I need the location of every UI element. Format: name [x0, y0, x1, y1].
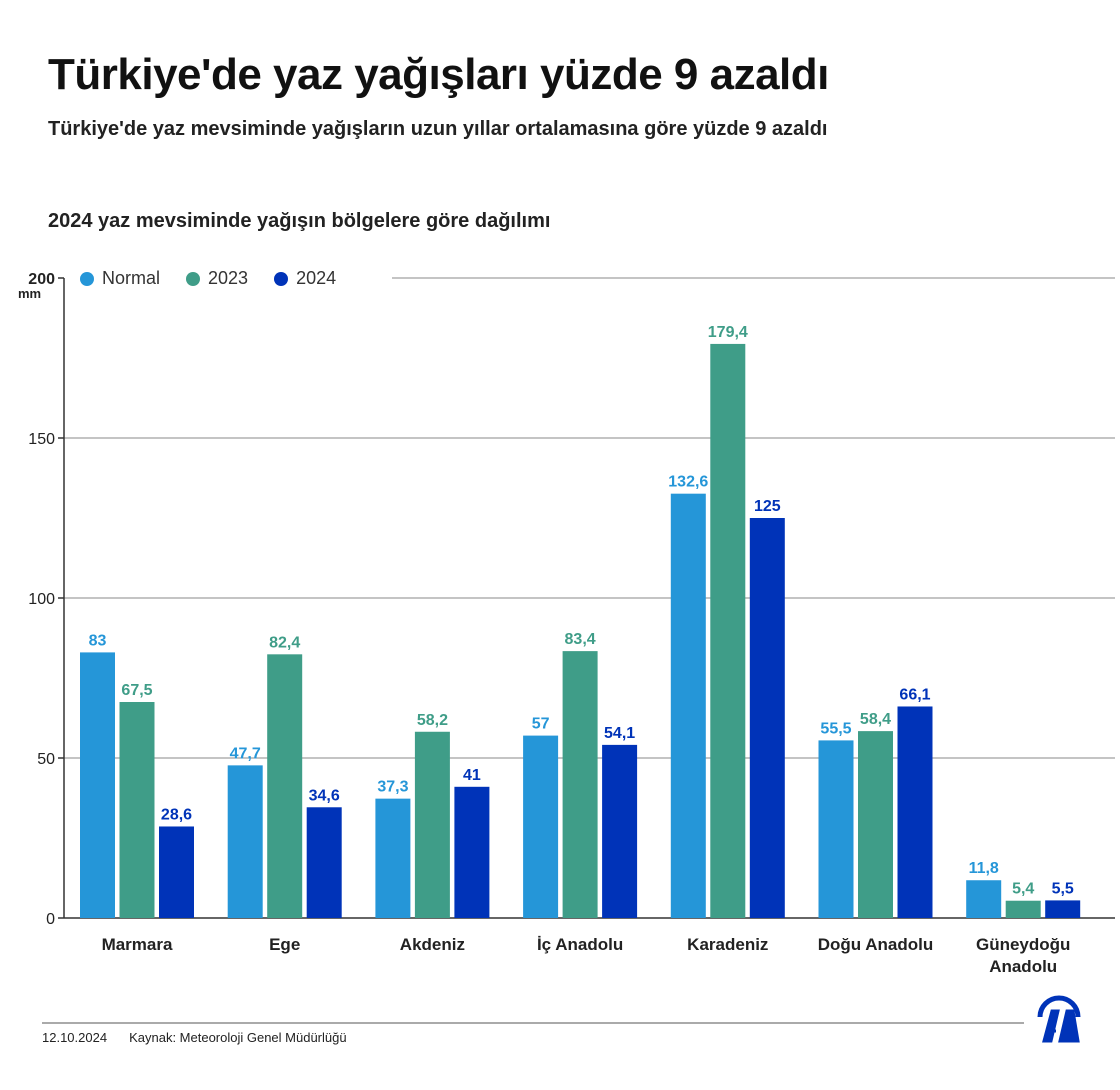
y-tick-label: 0	[46, 911, 55, 928]
y-tick-label: 100	[28, 591, 55, 608]
page-subtitle: Türkiye'de yaz mevsiminde yağışların uzu…	[48, 118, 828, 140]
data-label: 5,5	[1052, 880, 1074, 897]
data-label: 47,7	[230, 745, 261, 762]
category-label: Güneydoğu	[976, 935, 1070, 954]
data-label: 82,4	[269, 634, 300, 651]
bar-2023	[267, 654, 303, 918]
bar-2024	[1045, 900, 1081, 918]
legend-label: 2024	[296, 268, 337, 288]
legend-swatch	[80, 271, 94, 286]
legend-swatch	[186, 271, 201, 286]
bar-2024	[306, 807, 342, 918]
legend-label: Normal	[102, 268, 161, 288]
legend-label: 2023	[208, 268, 249, 288]
y-tick-label: 50	[37, 751, 55, 768]
category-label: Akdeniz	[400, 935, 465, 954]
bar-2023	[858, 731, 893, 918]
category-label: Marmara	[102, 935, 173, 954]
legend-item-2023: 2023	[186, 268, 248, 289]
data-label: 28,6	[161, 806, 192, 823]
legend-item-2024: 2024	[274, 268, 336, 289]
footer-divider	[42, 1022, 1024, 1024]
data-label: 55,5	[820, 720, 851, 737]
bar-2023	[1005, 900, 1041, 918]
bar-2024	[897, 706, 933, 918]
legend-item-normal: Normal	[80, 268, 160, 289]
category-label: Ege	[269, 935, 300, 954]
footer-date: 12.10.2024	[42, 1030, 108, 1045]
category-label: Doğu Anadolu	[818, 935, 934, 954]
data-label: 11,8	[969, 860, 999, 877]
data-label: 37,3	[377, 779, 408, 796]
bar-2023	[710, 343, 746, 918]
aa-logo-icon	[1037, 995, 1081, 1043]
data-label: 5,4	[1012, 881, 1034, 898]
data-label: 179,4	[708, 324, 748, 341]
bar-2024	[602, 744, 638, 918]
page-title: Türkiye'de yaz yağışları yüzde 9 azaldı	[48, 50, 829, 99]
data-label: 58,4	[860, 711, 891, 728]
data-label: 66,1	[899, 686, 930, 703]
data-label: 83	[89, 632, 107, 649]
data-label: 57	[532, 716, 550, 733]
y-tick-label: 200	[28, 271, 55, 288]
data-label: 41	[463, 767, 481, 784]
bar-normal	[818, 740, 854, 918]
bar-2024	[749, 518, 785, 918]
y-tick-label: 150	[28, 431, 55, 448]
y-axis-unit: mm	[18, 286, 41, 301]
data-label: 58,2	[417, 712, 448, 729]
data-label: 34,6	[309, 787, 340, 804]
bar-normal	[966, 880, 1002, 918]
bar-normal	[523, 735, 559, 918]
data-label: 132,6	[668, 474, 708, 491]
category-label: Karadeniz	[687, 935, 768, 954]
bar-2023	[562, 651, 598, 918]
bar-2024	[159, 826, 194, 918]
data-label: 67,5	[121, 682, 152, 699]
data-label: 54,1	[604, 725, 635, 742]
data-label: 125	[754, 498, 781, 515]
bar-normal	[227, 765, 263, 918]
bar-normal	[670, 493, 706, 918]
footer: 12.10.2024 Kaynak: Meteoroloji Genel Müdü…	[42, 1030, 369, 1045]
chart-title: 2024 yaz mevsiminde yağışın bölgelere gö…	[48, 210, 551, 232]
category-label: İç Anadolu	[537, 935, 623, 954]
bar-normal	[80, 652, 115, 918]
legend: Normal 2023 2024	[80, 268, 336, 289]
bar-normal	[375, 798, 411, 918]
bar-2023	[119, 702, 155, 918]
data-label: 83,4	[565, 631, 596, 648]
bar-2024	[454, 786, 490, 918]
bar-2023	[414, 731, 450, 918]
category-label: Anadolu	[989, 957, 1057, 976]
legend-swatch	[274, 271, 289, 286]
footer-source: Kaynak: Meteoroloji Genel Müdürlüğü	[129, 1030, 347, 1045]
